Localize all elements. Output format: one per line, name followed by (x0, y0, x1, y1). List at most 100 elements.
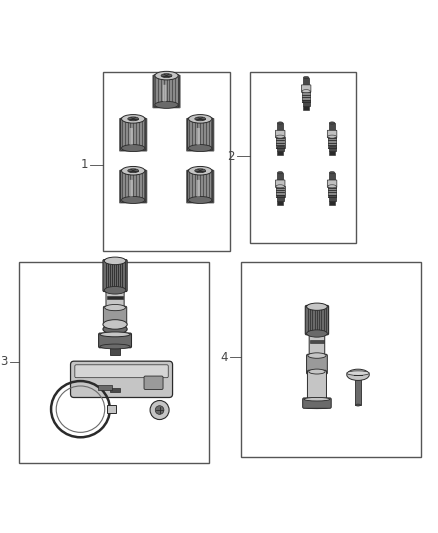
FancyBboxPatch shape (144, 376, 163, 390)
FancyBboxPatch shape (121, 118, 146, 150)
Ellipse shape (328, 185, 336, 188)
FancyBboxPatch shape (71, 361, 173, 398)
Ellipse shape (307, 330, 327, 337)
Ellipse shape (304, 398, 330, 401)
Ellipse shape (128, 169, 139, 173)
FancyBboxPatch shape (121, 170, 146, 202)
Ellipse shape (100, 332, 130, 337)
Bar (277, 123, 283, 131)
FancyBboxPatch shape (197, 180, 200, 197)
Ellipse shape (121, 197, 145, 204)
Ellipse shape (121, 166, 145, 175)
FancyBboxPatch shape (163, 85, 166, 101)
Bar (328, 146, 336, 151)
Circle shape (155, 406, 164, 414)
Bar (98, 384, 112, 390)
Text: 3: 3 (0, 355, 8, 368)
Bar (329, 201, 335, 205)
FancyBboxPatch shape (327, 130, 337, 138)
Ellipse shape (328, 135, 336, 138)
Ellipse shape (277, 172, 283, 174)
Text: 2: 2 (227, 150, 235, 163)
Ellipse shape (104, 257, 126, 265)
FancyBboxPatch shape (119, 118, 147, 151)
Bar (303, 100, 310, 106)
Bar (103, 72, 230, 252)
Ellipse shape (188, 144, 212, 151)
FancyBboxPatch shape (103, 306, 127, 326)
Ellipse shape (155, 101, 178, 108)
Ellipse shape (121, 144, 145, 151)
Bar (302, 91, 311, 102)
FancyBboxPatch shape (309, 332, 325, 357)
FancyBboxPatch shape (152, 75, 180, 108)
Bar (310, 340, 324, 343)
Bar (304, 78, 309, 86)
Ellipse shape (100, 344, 130, 349)
FancyBboxPatch shape (305, 305, 328, 335)
Ellipse shape (195, 117, 206, 121)
Bar (241, 262, 421, 457)
FancyBboxPatch shape (186, 170, 214, 204)
Bar (110, 345, 120, 355)
Ellipse shape (276, 185, 285, 188)
Bar (276, 187, 285, 197)
Bar (304, 106, 309, 110)
Ellipse shape (105, 322, 125, 328)
Ellipse shape (103, 325, 127, 334)
Ellipse shape (188, 197, 212, 204)
Ellipse shape (188, 166, 212, 175)
Ellipse shape (155, 71, 178, 80)
Bar (329, 173, 335, 181)
Ellipse shape (161, 74, 172, 78)
Text: 4: 4 (221, 351, 228, 364)
FancyBboxPatch shape (307, 370, 326, 401)
Ellipse shape (309, 369, 325, 374)
FancyBboxPatch shape (106, 288, 124, 309)
FancyBboxPatch shape (276, 130, 285, 138)
Bar (250, 72, 356, 243)
Bar (355, 377, 360, 405)
Ellipse shape (104, 287, 126, 294)
FancyBboxPatch shape (154, 75, 179, 107)
Bar (328, 196, 336, 201)
Ellipse shape (277, 122, 283, 124)
FancyBboxPatch shape (99, 333, 131, 348)
FancyBboxPatch shape (303, 398, 331, 408)
Bar (329, 123, 335, 131)
FancyBboxPatch shape (188, 170, 213, 202)
Ellipse shape (329, 172, 335, 174)
Ellipse shape (355, 404, 360, 406)
Bar (19, 262, 209, 463)
FancyBboxPatch shape (130, 128, 133, 145)
Ellipse shape (188, 115, 212, 123)
Ellipse shape (302, 90, 311, 93)
Bar (277, 201, 283, 205)
FancyBboxPatch shape (186, 118, 214, 151)
Bar (328, 136, 336, 148)
FancyBboxPatch shape (188, 118, 213, 150)
Circle shape (150, 400, 169, 419)
FancyBboxPatch shape (119, 170, 147, 204)
FancyBboxPatch shape (103, 260, 127, 292)
Bar (277, 173, 283, 181)
Bar (277, 146, 284, 151)
Bar (107, 296, 123, 298)
Bar (276, 136, 285, 148)
Ellipse shape (308, 353, 326, 358)
Bar (107, 405, 116, 414)
Ellipse shape (347, 371, 369, 375)
FancyBboxPatch shape (130, 180, 133, 197)
Ellipse shape (307, 303, 327, 310)
FancyBboxPatch shape (75, 365, 168, 378)
Ellipse shape (304, 76, 309, 79)
Ellipse shape (329, 122, 335, 124)
Bar (329, 151, 335, 155)
Ellipse shape (105, 304, 125, 311)
Ellipse shape (128, 117, 139, 121)
FancyBboxPatch shape (301, 85, 311, 92)
FancyBboxPatch shape (276, 180, 285, 188)
Bar (277, 196, 284, 201)
FancyBboxPatch shape (197, 128, 200, 145)
Ellipse shape (195, 169, 206, 173)
